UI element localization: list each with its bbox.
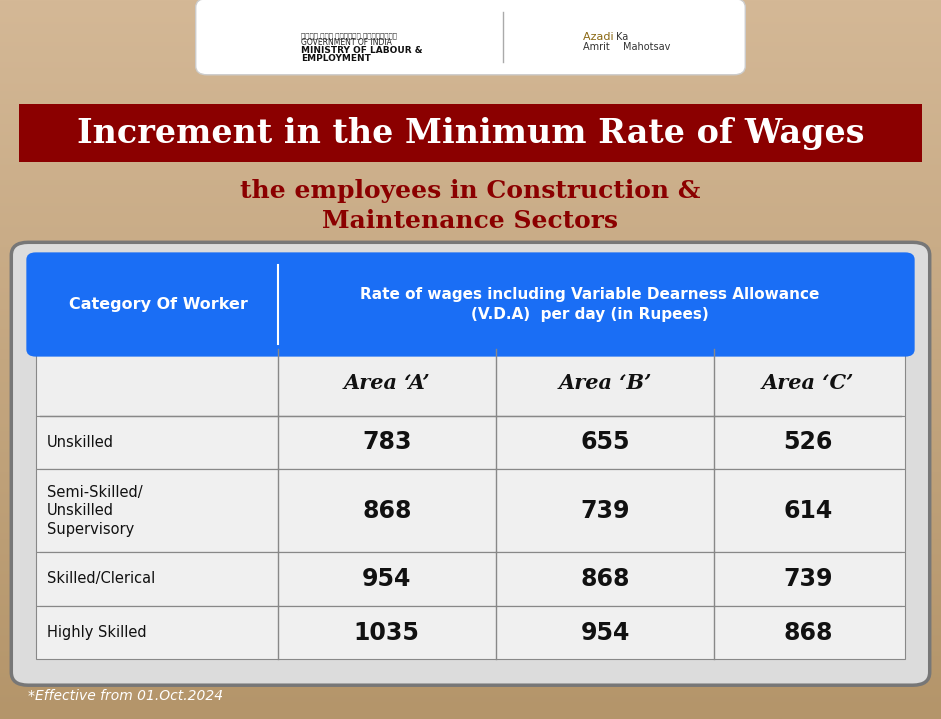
Text: Azadi: Azadi — [583, 32, 617, 42]
Text: Mahotsav: Mahotsav — [623, 42, 670, 52]
Text: Semi-Skilled/
Unskilled
Supervisory: Semi-Skilled/ Unskilled Supervisory — [47, 485, 143, 537]
Text: Highly Skilled: Highly Skilled — [47, 625, 147, 640]
Text: 868: 868 — [581, 567, 630, 591]
FancyBboxPatch shape — [11, 242, 930, 685]
Text: 526: 526 — [783, 431, 833, 454]
Text: 954: 954 — [581, 620, 630, 644]
Text: Ka: Ka — [616, 32, 629, 42]
Bar — [36, 605, 905, 659]
Text: 614: 614 — [783, 499, 833, 523]
Text: Category Of Worker: Category Of Worker — [69, 297, 248, 312]
Text: the employees in Construction &: the employees in Construction & — [240, 178, 701, 203]
Text: EMPLOYMENT: EMPLOYMENT — [301, 54, 371, 63]
FancyBboxPatch shape — [19, 104, 922, 162]
Text: Area ‘C’: Area ‘C’ — [761, 372, 854, 393]
Text: MINISTRY OF LABOUR &: MINISTRY OF LABOUR & — [301, 46, 423, 55]
FancyBboxPatch shape — [26, 252, 915, 357]
Text: Amrit: Amrit — [583, 42, 614, 52]
Text: 739: 739 — [581, 499, 630, 523]
Text: GOVERNMENT OF INDIA: GOVERNMENT OF INDIA — [301, 38, 392, 47]
Bar — [36, 416, 905, 470]
Text: श्रम एवं रोजगार मंत्रालय: श्रम एवं रोजगार मंत्रालय — [301, 32, 397, 39]
FancyBboxPatch shape — [196, 0, 745, 75]
Text: 739: 739 — [783, 567, 833, 591]
Text: 868: 868 — [362, 499, 411, 523]
Text: Area ‘A’: Area ‘A’ — [343, 372, 430, 393]
Bar — [36, 552, 905, 605]
Text: Maintenance Sectors: Maintenance Sectors — [323, 209, 618, 233]
Text: Skilled/Clerical: Skilled/Clerical — [47, 572, 155, 587]
Text: Area ‘B’: Area ‘B’ — [558, 372, 652, 393]
Text: 783: 783 — [362, 431, 411, 454]
Text: Unskilled: Unskilled — [47, 435, 114, 450]
Text: 1035: 1035 — [354, 620, 420, 644]
Text: Increment in the Minimum Rate of Wages: Increment in the Minimum Rate of Wages — [77, 116, 864, 150]
Bar — [36, 349, 905, 416]
Text: 868: 868 — [783, 620, 833, 644]
Text: *Effective from 01.Oct.2024: *Effective from 01.Oct.2024 — [28, 689, 223, 703]
Text: 954: 954 — [362, 567, 411, 591]
Bar — [36, 470, 905, 552]
Text: Rate of wages including Variable Dearness Allowance
(V.D.A)  per day (in Rupees): Rate of wages including Variable Dearnes… — [359, 287, 820, 322]
Text: 655: 655 — [581, 431, 630, 454]
